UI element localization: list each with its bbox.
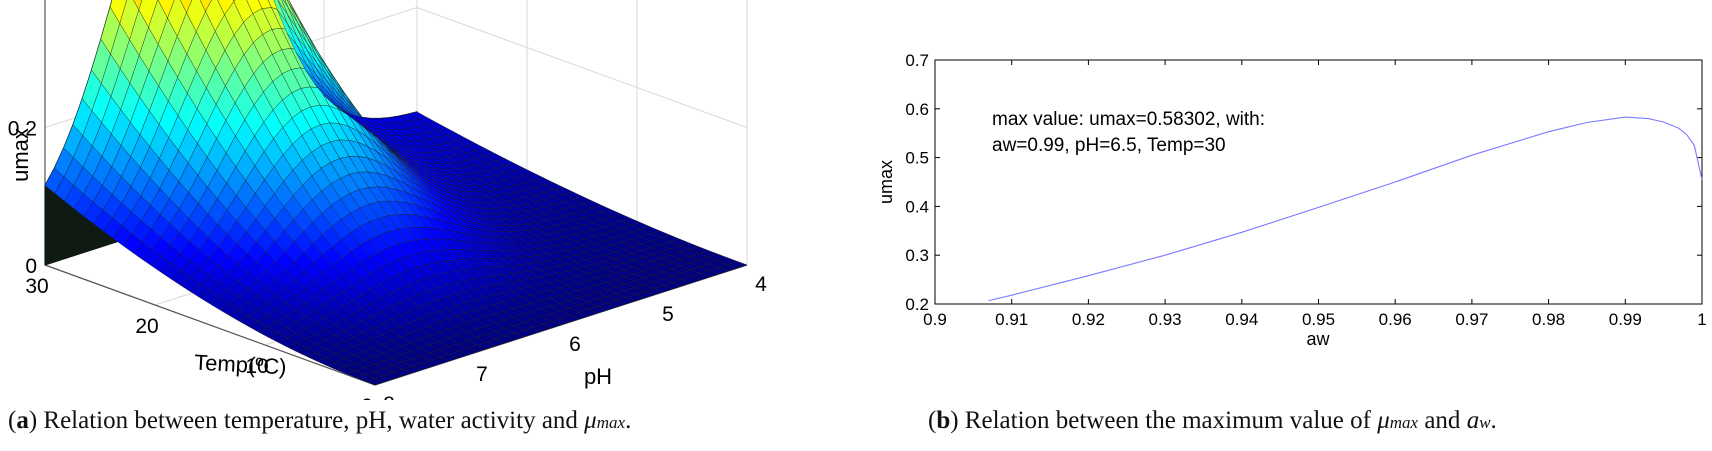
surface-plot: 00.20.40.60.8302010087654 umax Temp(ºC) … — [8, 0, 767, 400]
y-tick-label: 0.5 — [905, 149, 929, 168]
surface-cell — [119, 0, 139, 40]
caption-a-text: ) Relation between temperature, pH, wate… — [28, 407, 585, 434]
caption-a: (a) Relation between temperature, pH, wa… — [8, 407, 632, 434]
caption-b-a: a — [1466, 407, 1480, 434]
x-tick-label: 0.97 — [1455, 310, 1488, 329]
surface-cell — [180, 0, 193, 13]
surface-cell — [157, 0, 175, 19]
surface-cell — [167, 0, 187, 37]
surface-cell — [186, 0, 206, 33]
surface-cell — [138, 0, 158, 28]
x-tick-label: 0.99 — [1609, 310, 1642, 329]
caption-b-a-sub: w — [1479, 413, 1491, 432]
x-tick-label: 1 — [1697, 310, 1706, 329]
surface-cell — [246, 0, 263, 14]
annotation-line-2: aw=0.99, pH=6.5, Temp=30 — [992, 135, 1226, 156]
x-tick-label: 0.91 — [995, 310, 1028, 329]
y-tick-label: 0.2 — [905, 295, 929, 314]
ph-tick-label: 7 — [476, 363, 488, 386]
surface-ticks: 00.20.40.60.8302010087654 — [8, 0, 767, 400]
surface-cell — [205, 0, 225, 32]
line-plot: 0.9 0.91 0.92 0.93 0.94 0.95 0.96 0.97 0.98 0.99 1… — [876, 51, 1707, 349]
ph-tick-label: 8 — [383, 393, 395, 400]
surface-cell — [199, 0, 212, 12]
plot-frame — [934, 59, 1703, 305]
surface-cell — [233, 0, 254, 23]
caption-b-mu: μ — [1377, 407, 1390, 434]
caption-a-period: . — [625, 407, 632, 434]
surface-cell — [232, 0, 236, 2]
surface-cell — [217, 0, 235, 15]
x-axis-label: aw — [1306, 329, 1330, 349]
caption-b-text: ) Relation between the maximum value of — [950, 407, 1378, 434]
y-tick-label: 0.3 — [905, 246, 929, 265]
temp-tick-label: 20 — [135, 315, 158, 338]
surface-cell — [258, 0, 272, 9]
x-tick-label: 0.94 — [1225, 310, 1258, 329]
ph-axis-label: pH — [584, 364, 612, 389]
z-tick-label: 0.4 — [8, 0, 38, 3]
z-axis-label: umax — [8, 128, 33, 182]
y-axis-label: umax — [876, 160, 896, 204]
line-ticks: 0.9 0.91 0.92 0.93 0.94 0.95 0.96 0.97 0.98 0.99 1… — [905, 51, 1706, 329]
y-tick-label: 0.6 — [905, 100, 929, 119]
caption-b: (b) Relation between the maximum value o… — [928, 407, 1497, 434]
y-tick-label: 0.7 — [905, 51, 929, 70]
z-tick-label: 0 — [25, 255, 37, 278]
z-tick-label: 0.2 — [8, 118, 37, 141]
temp-axis-line — [44, 264, 376, 386]
x-tick-label: 0.96 — [1379, 310, 1412, 329]
temp-tick-label: 10 — [245, 355, 268, 378]
x-tick-label: 0.92 — [1072, 310, 1105, 329]
x-tick-label: 0.93 — [1149, 310, 1182, 329]
y-tick-label: 0.4 — [905, 197, 929, 216]
ph-tick-label: 5 — [662, 303, 674, 326]
caption-b-mid: and — [1418, 407, 1467, 434]
surface-cell — [407, 111, 428, 120]
temp-tick-label: 30 — [25, 275, 48, 298]
ph-tick-label: 4 — [755, 273, 767, 296]
caption-a-mu: μ — [584, 407, 597, 434]
x-tick-label: 0.95 — [1302, 310, 1335, 329]
surface-cell — [109, 0, 127, 24]
caption-b-period: . — [1490, 407, 1497, 434]
ph-tick-label: 6 — [569, 333, 581, 356]
series-line-umax — [988, 116, 1703, 302]
annotation-line-1: max value: umax=0.58302, with: — [992, 109, 1265, 130]
temp-tick-label: 0 — [361, 395, 373, 400]
x-tick-label: 0.98 — [1532, 310, 1565, 329]
temp-axis-label: Temp(ºC) — [194, 350, 288, 380]
caption-b-label: b — [936, 407, 951, 434]
x-tick-label: 0.9 — [923, 310, 947, 329]
caption-a-mu-sub: max — [596, 413, 626, 432]
surface-mesh — [44, 0, 748, 386]
surface-cell — [133, 0, 143, 11]
caption-b-mu-sub: max — [1389, 413, 1419, 432]
surface-cell — [148, 0, 168, 45]
caption-a-label: a — [16, 407, 29, 434]
